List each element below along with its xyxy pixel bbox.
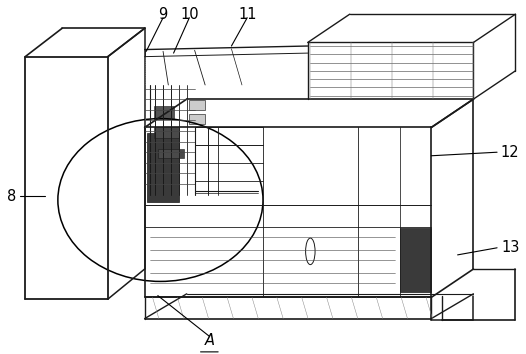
Polygon shape <box>147 133 179 202</box>
Text: 13: 13 <box>501 240 519 255</box>
Polygon shape <box>158 149 184 158</box>
Bar <box>189 100 205 110</box>
Text: 11: 11 <box>238 7 257 22</box>
Text: 12: 12 <box>501 145 520 160</box>
Text: 10: 10 <box>180 7 199 22</box>
Bar <box>189 114 205 124</box>
Text: 9: 9 <box>158 7 168 22</box>
Polygon shape <box>400 228 431 292</box>
Text: A: A <box>204 333 215 348</box>
Polygon shape <box>154 127 179 138</box>
Polygon shape <box>154 106 174 119</box>
Text: 8: 8 <box>7 189 16 204</box>
